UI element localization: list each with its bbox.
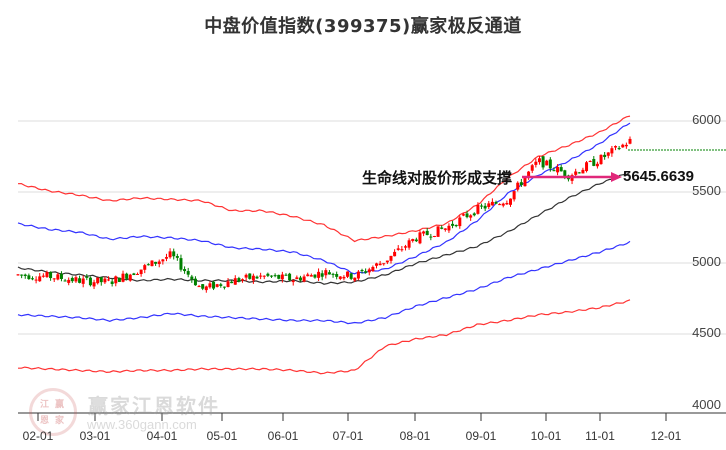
y-tick-4500: 4500 <box>692 325 721 340</box>
x-tick-06-01: 06-01 <box>267 429 299 443</box>
watermark-brand: 赢家江恩软件 <box>88 394 220 418</box>
support-annotation-value: 5645.6639 <box>623 168 694 185</box>
band-3 <box>17 240 631 325</box>
x-tick-09-01: 09-01 <box>465 429 497 443</box>
x-axis <box>18 412 726 421</box>
watermark-url: www.360gann.com <box>87 417 197 432</box>
x-tick-10-01: 10-01 <box>530 429 562 443</box>
y-tick-5500: 5500 <box>692 183 721 198</box>
x-tick-04-01: 04-01 <box>146 429 178 443</box>
x-tick-08-01: 08-01 <box>399 429 431 443</box>
y-tick-5000: 5000 <box>692 254 721 269</box>
watermark-logo: 江 赢 恩 家 <box>29 388 77 436</box>
y-tick-4000: 4000 <box>692 397 721 412</box>
band-2 <box>17 171 631 285</box>
channel-bands <box>17 115 631 375</box>
x-tick-07-01: 07-01 <box>332 429 364 443</box>
support-arrow <box>522 172 622 182</box>
band-4 <box>18 299 631 375</box>
x-tick-03-01: 03-01 <box>79 429 111 443</box>
band-1 <box>17 122 631 275</box>
x-tick-02-01: 02-01 <box>22 429 54 443</box>
x-tick-11-01: 11-01 <box>585 429 615 443</box>
grid-lines <box>18 120 726 335</box>
x-tick-12-01: 12-01 <box>650 429 682 443</box>
band-0 <box>17 115 631 243</box>
chart-title: 中盘价值指数(399375)赢家极反通道 <box>204 16 522 37</box>
candlesticks <box>16 136 632 293</box>
support-annotation-label: 生命线对股价形成支撑 <box>362 169 513 187</box>
y-tick-6000: 6000 <box>692 112 721 127</box>
x-tick-05-01: 05-01 <box>206 429 238 443</box>
